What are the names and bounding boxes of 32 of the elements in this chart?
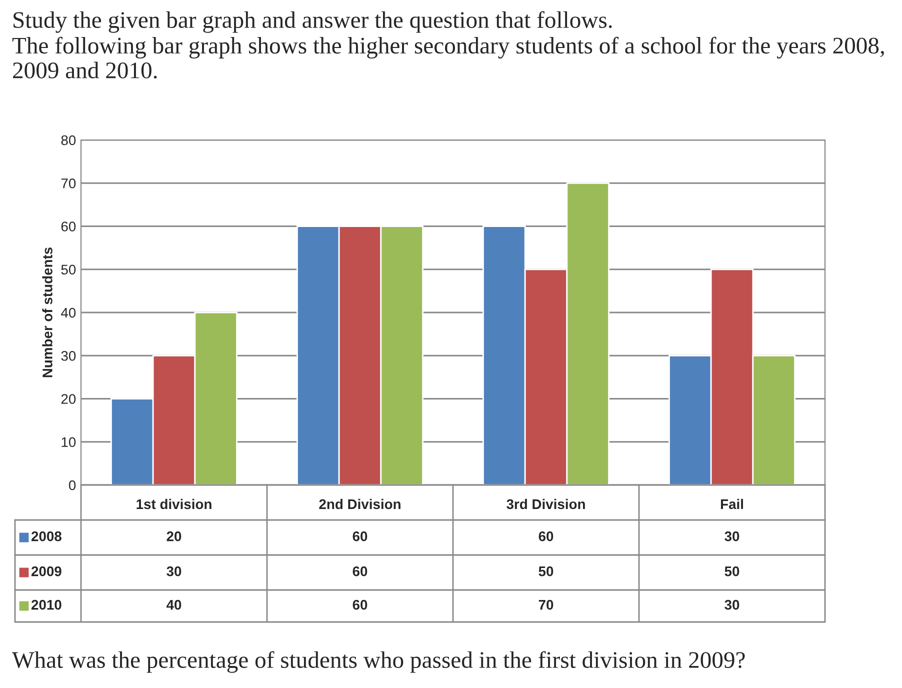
data-label: 60	[352, 566, 368, 576]
data-label: 50	[724, 566, 740, 576]
x-tick-label: Fail	[720, 498, 743, 510]
data-label: 60	[538, 531, 554, 542]
data-label: 60	[352, 531, 368, 542]
legend-label: 2010	[31, 600, 62, 610]
y-tick-label: 50	[61, 264, 76, 275]
y-tick-label: 20	[61, 394, 76, 404]
data-label: 40	[166, 600, 182, 610]
x-tick-label: 2nd Division	[319, 498, 400, 510]
legend-label: 2008	[31, 531, 62, 542]
text: What was the percentage of students who passed in the first division in 2009?	[12, 651, 745, 673]
data-label: 30	[724, 600, 740, 610]
chart-title: Study the given bar graph and answer the question that follows.	[14, 11, 612, 33]
y-tick-label: 30	[61, 350, 76, 361]
data-label: 50	[538, 566, 554, 576]
y-axis-title: Number of students	[42, 247, 52, 378]
legend-label: 2009	[31, 566, 62, 576]
chart-subtitle: The following bar graph shows the higher secondary students of a school for the years 2008, 2009 and 2010.	[12, 36, 884, 79]
x-tick-label: 3rd Division	[506, 498, 585, 510]
data-label: 60	[352, 600, 368, 610]
y-tick-label: 40	[61, 308, 76, 318]
data-label: 70	[538, 600, 554, 610]
y-tick-label: 10	[62, 437, 76, 448]
x-tick-label: 1st division	[136, 498, 212, 510]
y-tick-label: 0	[68, 480, 76, 490]
data-label: 20	[166, 531, 182, 542]
data-label: 30	[724, 531, 740, 542]
data-label: 30	[166, 566, 182, 576]
y-tick-label: 70	[61, 178, 76, 188]
y-tick-label: 60	[61, 222, 76, 232]
y-tick-label: 80	[61, 135, 76, 146]
